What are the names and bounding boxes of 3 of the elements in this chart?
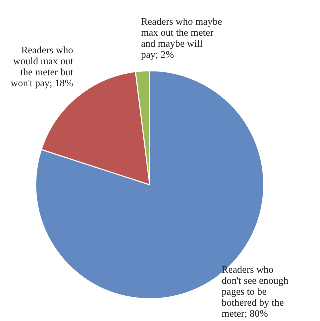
slice-label: Readers who maybe max out the meter and maybe will pay; 2% <box>141 17 223 62</box>
slice-label: Readers who would max out the meter but won't pay; 18% <box>11 45 74 90</box>
slice-label: Readers who don't see enough pages to be bothered by the meter; 80% <box>222 265 289 320</box>
